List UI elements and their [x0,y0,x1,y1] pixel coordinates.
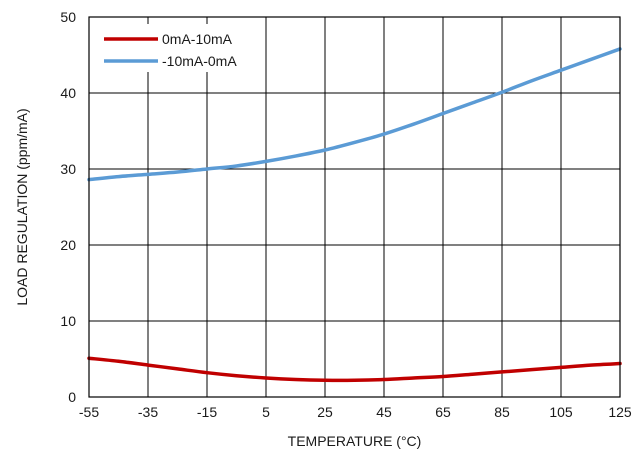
x-tick-label: 5 [262,404,270,420]
legend-label: 0mA-10mA [162,31,233,47]
x-tick-label: -15 [197,404,217,420]
legend-label: -10mA-0mA [162,53,237,69]
y-axis-ticks: 0 10 20 30 40 50 [60,9,76,405]
x-tick-label: 105 [549,404,573,420]
legend: 0mA-10mA -10mA-0mA [98,24,248,72]
x-tick-label: 65 [435,404,451,420]
y-tick-label: 0 [68,389,76,405]
y-tick-label: 50 [60,9,76,25]
x-axis-ticks: -55 -35 -15 5 25 45 65 85 105 125 [79,404,632,420]
series-line-2 [87,47,622,182]
x-axis-label: TEMPERATURE (°C) [288,433,422,449]
x-tick-label: 85 [494,404,510,420]
y-tick-label: 20 [60,237,76,253]
y-tick-label: 10 [60,313,76,329]
x-tick-label: 45 [376,404,392,420]
x-tick-label: 125 [608,404,632,420]
x-tick-label: -55 [79,404,99,420]
y-tick-label: 40 [60,85,76,101]
y-tick-label: 30 [60,161,76,177]
series-lines [87,47,622,383]
x-tick-label: 25 [317,404,333,420]
series-line-1 [87,356,622,383]
plot-background [89,17,620,397]
x-tick-label: -35 [138,404,158,420]
legend-box [98,24,248,72]
y-axis-label: LOAD REGULATION (ppm/mA) [14,108,30,305]
plot-frame [88,16,621,398]
